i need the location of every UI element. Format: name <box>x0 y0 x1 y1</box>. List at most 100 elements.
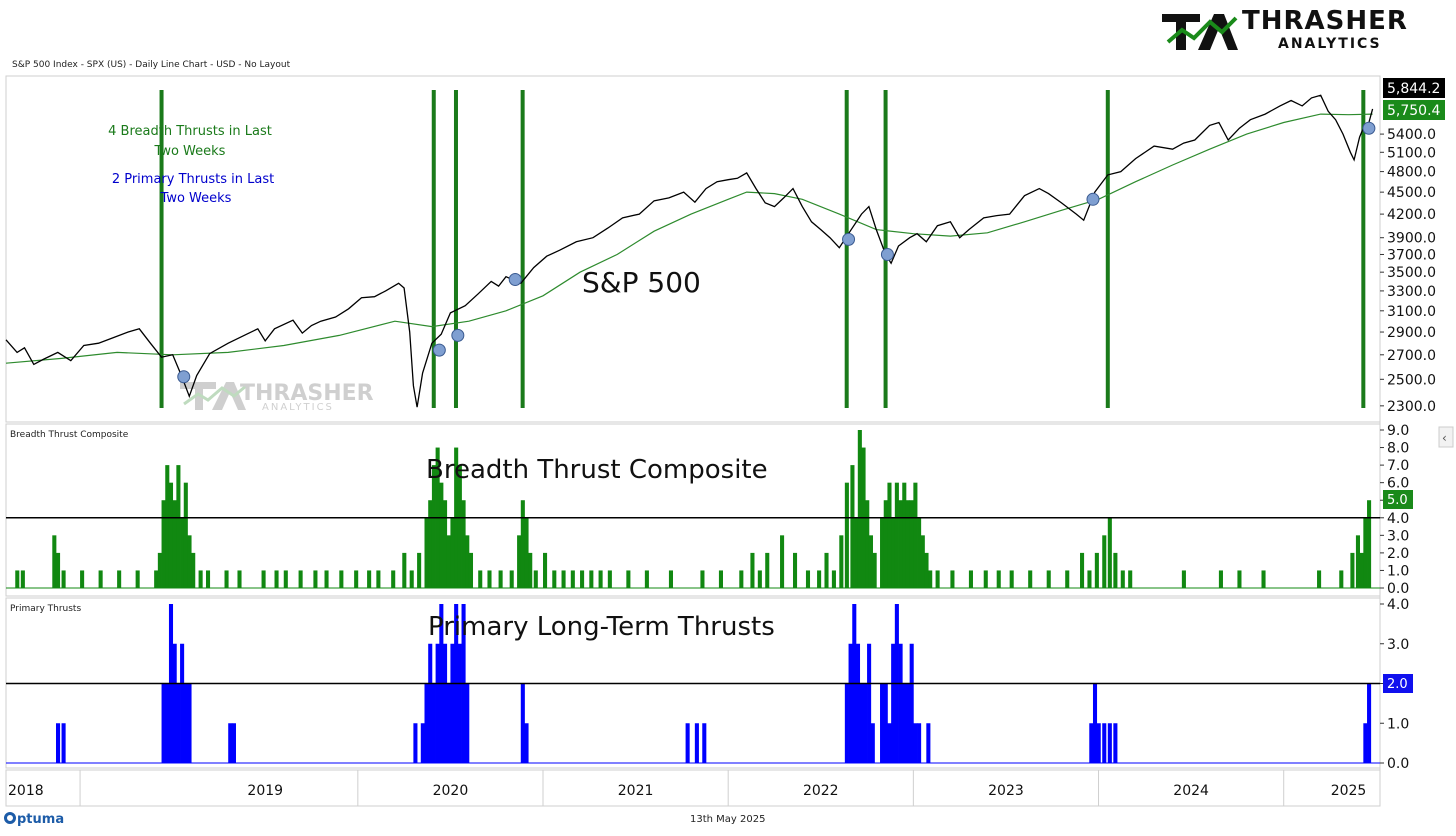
breadth-bar-111 <box>1009 570 1014 588</box>
primary-bar-19 <box>443 643 448 763</box>
year-label-2024: 2024 <box>1173 783 1209 799</box>
primary-bar-17 <box>435 643 440 763</box>
breadth-bar-19 <box>191 552 196 588</box>
breadth-bar-59 <box>533 570 538 588</box>
primary-bar-40 <box>883 683 888 763</box>
breadth-bar-18 <box>187 535 192 588</box>
chevron-left-icon[interactable]: ‹ <box>1442 431 1447 445</box>
year-label-2019: 2019 <box>247 783 283 799</box>
breadth-bar-95 <box>891 517 896 588</box>
breadth-bar-43 <box>443 500 448 588</box>
price-tick-label-6: 3500.0 <box>1387 265 1436 281</box>
breadth-bar-69 <box>644 570 649 588</box>
breadth-bar-40 <box>431 465 436 588</box>
breadth-bar-124 <box>1218 570 1223 588</box>
primary-bar-34 <box>855 643 861 763</box>
year-label-2020: 2020 <box>433 783 469 799</box>
breadth-bar-42 <box>439 482 444 588</box>
breadth-bar-112 <box>1028 570 1033 588</box>
optuma-brand-text: ptuma <box>17 812 65 827</box>
breadth-bar-71 <box>700 570 705 588</box>
logo-sub: ANALYTICS <box>1278 36 1382 52</box>
primary-thrust-dot-4 <box>842 232 856 246</box>
primary-bar-45 <box>902 683 907 763</box>
breadth-bar-70 <box>668 570 674 588</box>
breadth-bar-81 <box>824 552 829 588</box>
footer-date: 13th May 2025 <box>690 814 766 825</box>
breadth-bar-48 <box>461 500 466 588</box>
breadth-bar-61 <box>552 570 557 588</box>
primary-bar-26 <box>520 683 525 763</box>
breadth-bar-122 <box>1128 570 1133 588</box>
breadth-bar-114 <box>1065 570 1070 588</box>
primary-bar-54 <box>1102 723 1107 763</box>
primary-bar-28 <box>685 723 690 763</box>
primary-bar-46 <box>905 683 911 763</box>
chart-header-title: S&P 500 Index - SPX (US) - Daily Line Ch… <box>12 60 291 70</box>
primary-bar-39 <box>880 683 885 763</box>
breadth-bar-102 <box>917 517 922 588</box>
primary-bar-5 <box>172 643 177 763</box>
watermark-sub: ANALYTICS <box>262 402 334 413</box>
ma-last-value: 5,750.4 <box>1387 103 1441 119</box>
primary-thrust-dot-3 <box>508 273 522 287</box>
breadth-bar-60 <box>543 552 548 588</box>
annotation-breadth-2: Two Weeks <box>154 144 226 159</box>
breadth-last-badge <box>1383 490 1413 509</box>
breadth-thrust-bar-7 <box>1361 90 1366 408</box>
breadth-bar-85 <box>850 465 855 588</box>
breadth-bar-21 <box>205 570 211 588</box>
breadth-bar-109 <box>983 570 988 588</box>
breadth-title: Breadth Thrust Composite <box>426 455 768 485</box>
breadth-bar-117 <box>1094 552 1099 588</box>
primary-bar-0 <box>55 723 61 763</box>
primary-bar-15 <box>428 643 433 763</box>
breadth-bar-125 <box>1237 570 1242 588</box>
panel-collapse-tab[interactable] <box>1438 426 1454 448</box>
breadth-bar-127 <box>1317 570 1322 588</box>
breadth-chart: 0.0 1.02.0 3.04.0 5.06.0 7.08.0 9.0 <box>6 423 1409 597</box>
breadth-bar-123 <box>1181 570 1186 588</box>
breadth-bar-90 <box>868 535 873 588</box>
breadth-bar-25 <box>274 570 279 588</box>
primary-bar-1 <box>61 723 66 763</box>
primary-bar-2 <box>161 683 166 763</box>
primary-tick-label-0: 0.0 <box>1387 756 1409 772</box>
breadth-bar-44 <box>446 535 451 588</box>
breadth-bar-31 <box>354 570 359 588</box>
breadth-thrust-bar-0 <box>159 90 164 408</box>
breadth-bar-49 <box>465 535 470 588</box>
price-last-badge <box>1383 78 1445 98</box>
primary-bar-20 <box>446 683 451 763</box>
primary-bar-48 <box>913 723 918 763</box>
price-last-value: 5,844.2 <box>1387 81 1440 97</box>
breadth-bar-54 <box>509 570 514 588</box>
breadth-bar-77 <box>780 535 785 588</box>
primary-bar-52 <box>1092 683 1098 763</box>
primary-thrust-dot-5 <box>880 247 894 261</box>
price-chart: 2300.0 2500.0 2700.0 2900.0 3100.0 3300.0 3500… <box>5 90 1436 415</box>
breadth-bar-106 <box>935 570 940 588</box>
primary-bar-3 <box>165 683 170 763</box>
primary-bar-51 <box>1089 723 1094 763</box>
breadth-bar-120 <box>1113 552 1118 588</box>
primary-bar-12 <box>413 723 418 763</box>
breadth-tick-label-2: 2.0 <box>1387 546 1409 562</box>
breadth-bar-91 <box>872 552 877 588</box>
breadth-bar-84 <box>844 482 849 588</box>
breadth-bar-29 <box>324 570 329 588</box>
breadth-last-value: 5.0 <box>1387 493 1408 508</box>
breadth-bar-1 <box>20 570 25 588</box>
breadth-tick-label-1: 1.0 <box>1387 563 1409 579</box>
breadth-bar-62 <box>561 570 566 588</box>
primary-bar-23 <box>457 643 462 763</box>
watermark-word: THRASHER <box>240 381 374 406</box>
breadth-bar-26 <box>283 570 288 588</box>
price-tick-label-11: 4800.0 <box>1387 165 1436 181</box>
annotation-primary-2: Two Weeks <box>160 191 232 206</box>
breadth-bar-67 <box>607 570 612 588</box>
breadth-bar-103 <box>920 535 925 588</box>
primary-bar-37 <box>867 643 872 763</box>
breadth-bar-80 <box>817 570 822 588</box>
price-tick-label-10: 4500.0 <box>1387 185 1436 201</box>
